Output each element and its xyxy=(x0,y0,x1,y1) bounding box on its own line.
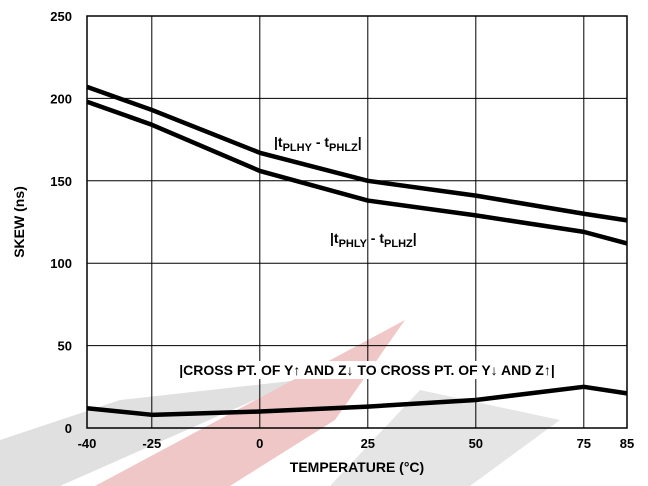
series-label: |tPHLY - tPLHZ| xyxy=(330,230,417,250)
series-line xyxy=(86,384,628,418)
series-label-part: PHLY xyxy=(339,238,368,250)
label-background xyxy=(175,361,559,379)
y-tick-label: 0 xyxy=(65,421,72,436)
plot-frame xyxy=(86,15,628,429)
series-label-part: - t xyxy=(367,230,384,246)
series-line xyxy=(86,84,628,223)
series-label-part: - t xyxy=(312,134,329,150)
x-tick-label: -25 xyxy=(142,436,161,451)
x-axis-label: TEMPERATURE (°C) xyxy=(290,459,424,475)
x-tick-label: 0 xyxy=(256,436,263,451)
series-label-part: |t xyxy=(274,134,283,150)
x-tick-label: 85 xyxy=(620,436,634,451)
series-line xyxy=(86,99,628,246)
y-tick-label: 100 xyxy=(50,256,72,271)
series-label-part: PLHY xyxy=(283,142,313,154)
x-tick-label: 50 xyxy=(469,436,483,451)
x-tick-label: 25 xyxy=(361,436,375,451)
y-tick-label: 50 xyxy=(58,339,72,354)
series-label-part: | xyxy=(358,134,362,150)
series-label-part: | xyxy=(413,230,417,246)
series-label-part: |CROSS PT. OF Y↑ AND Z↓ TO CROSS PT. OF … xyxy=(179,362,555,378)
y-tick-label: 200 xyxy=(50,91,72,106)
series-label-part: PLHZ xyxy=(384,238,413,250)
series-label: |tPLHY - tPHLZ| xyxy=(274,134,362,154)
x-tick-label: -40 xyxy=(78,436,97,451)
series-label-part: |t xyxy=(330,230,339,246)
y-tick-label: 150 xyxy=(50,174,72,189)
x-tick-label: 75 xyxy=(577,436,591,451)
y-tick-label: 250 xyxy=(50,9,72,24)
y-axis-label: SKEW (ns) xyxy=(11,186,27,258)
series-label: |CROSS PT. OF Y↑ AND Z↓ TO CROSS PT. OF … xyxy=(179,362,555,378)
series-label-part: PHLZ xyxy=(329,142,358,154)
